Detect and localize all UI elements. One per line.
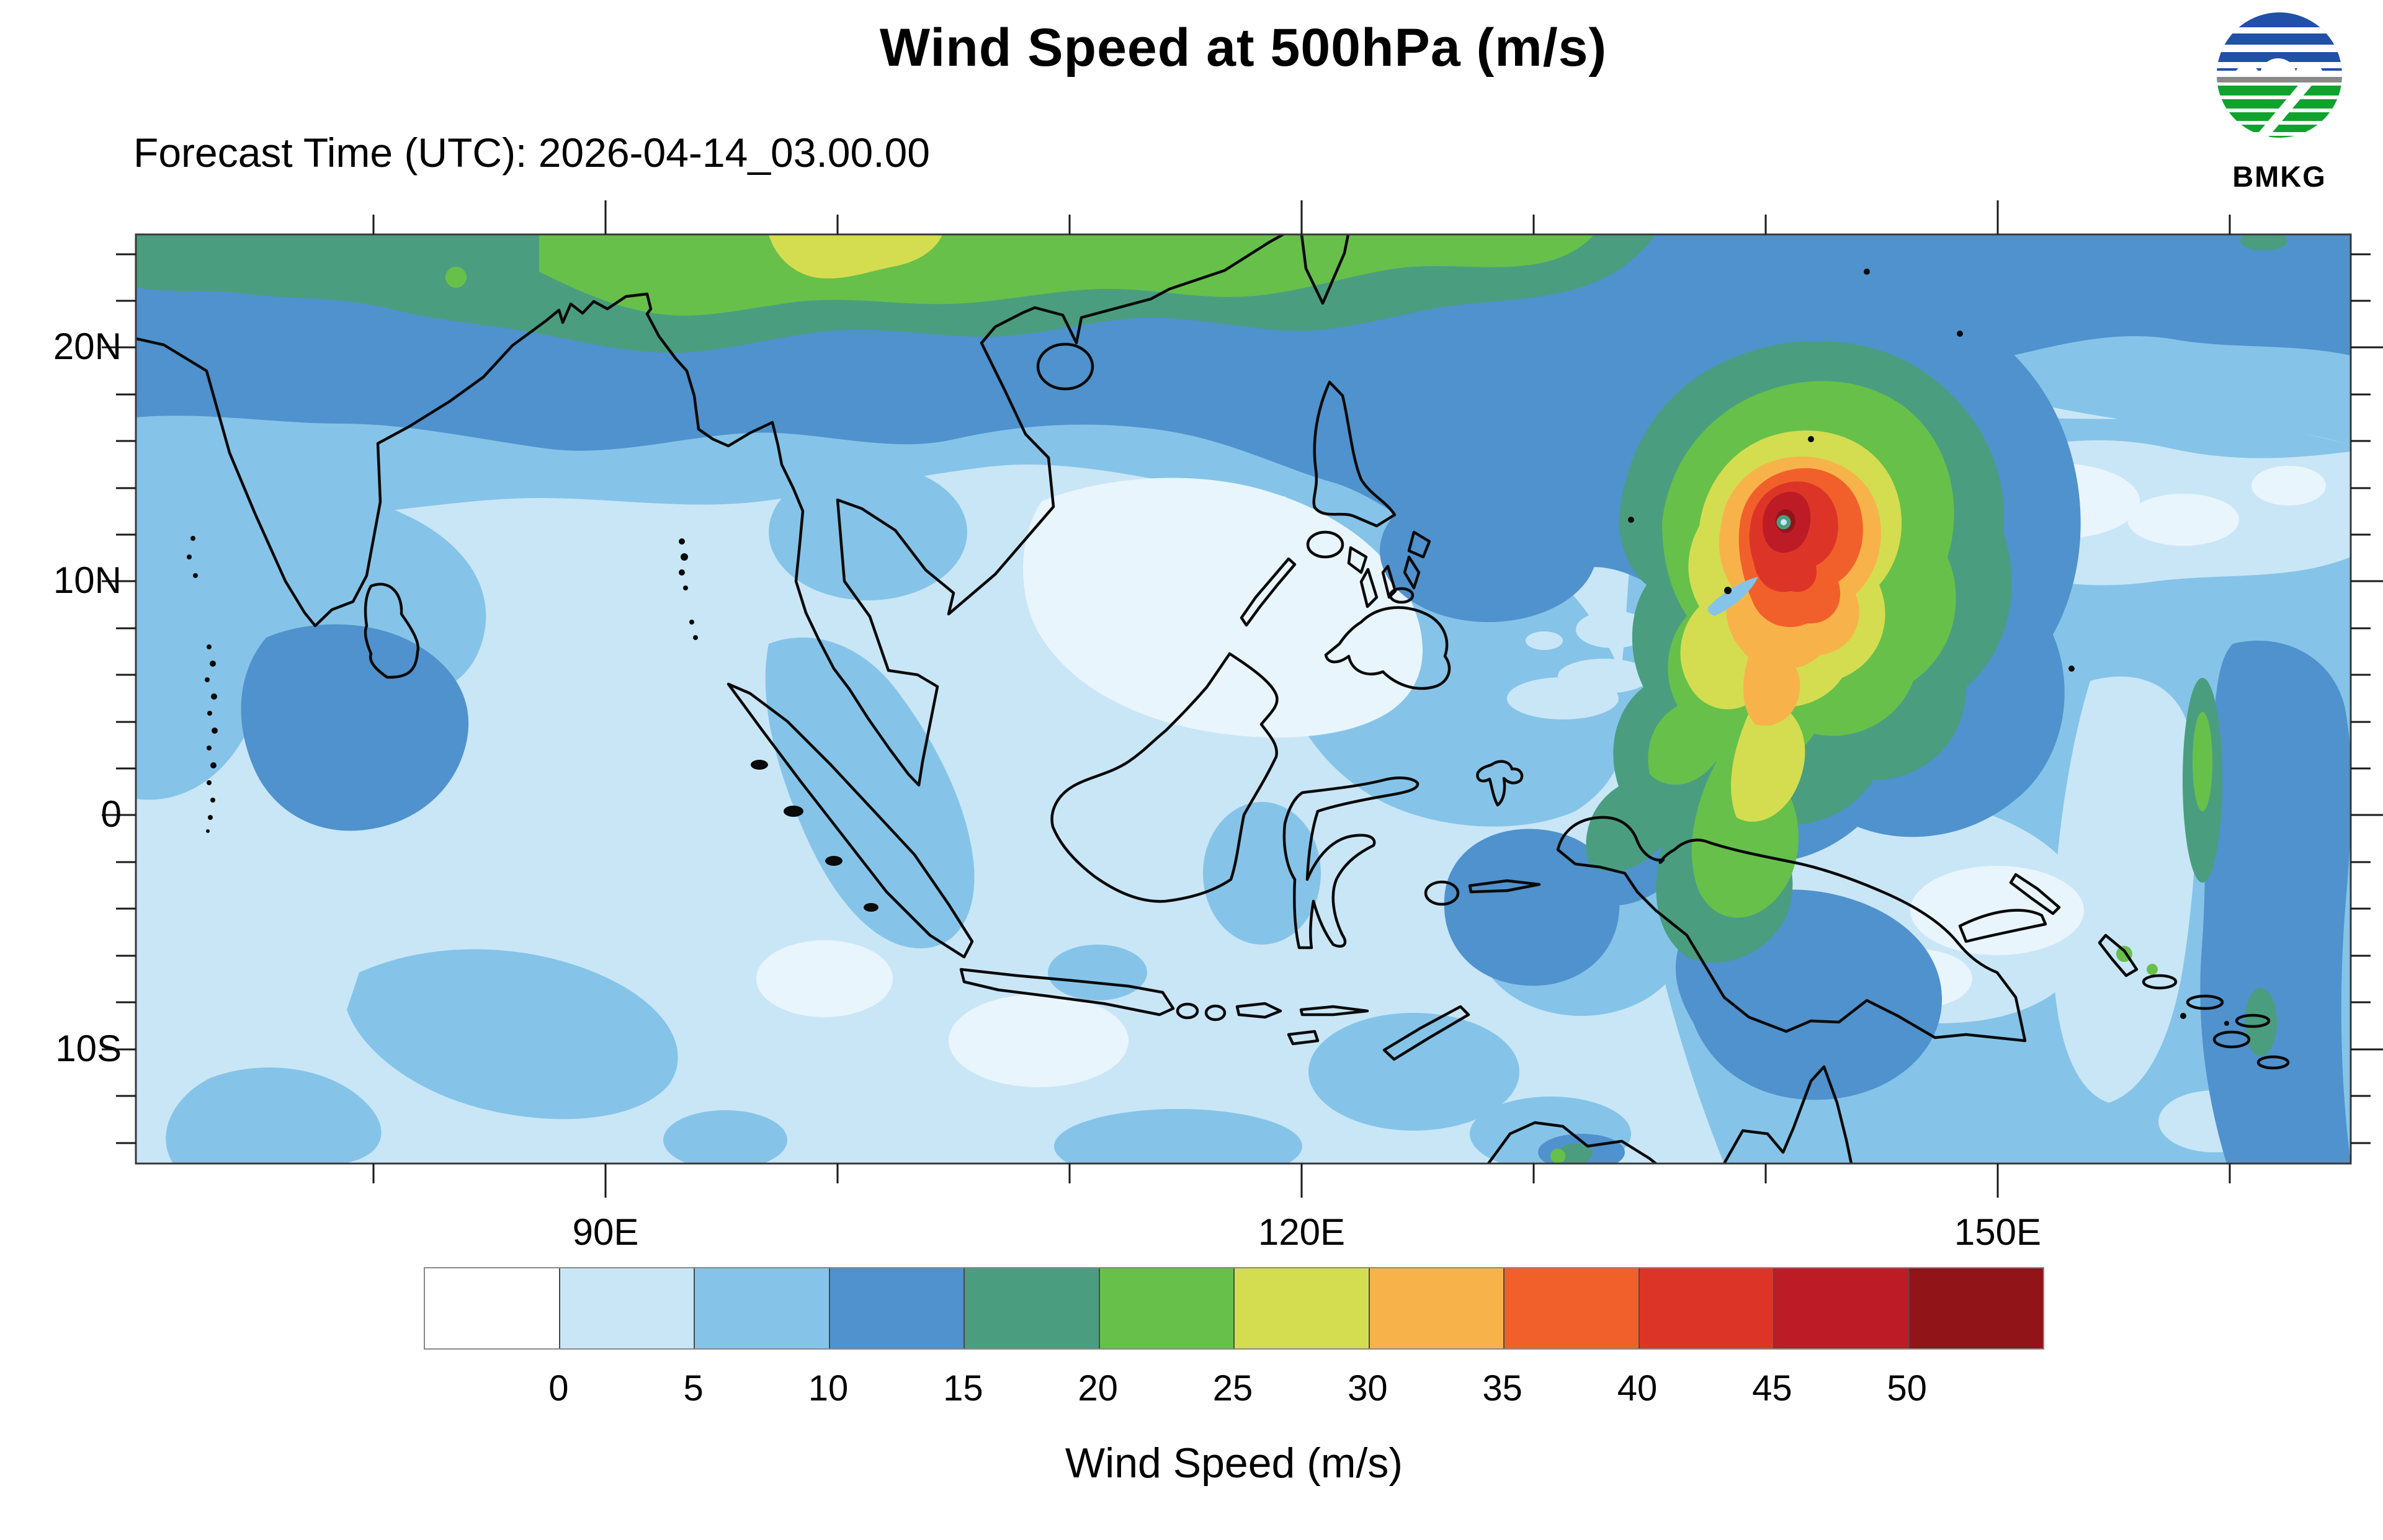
y-axis-label-20n: 20N <box>53 326 122 367</box>
colorbar-title: Wind Speed (m/s) <box>1065 1440 1403 1487</box>
x-axis-label-150e: 150E <box>1954 1211 2042 1253</box>
colorbar-cell <box>1098 1268 1233 1348</box>
forecast-time-label: Forecast Time (UTC): 2026-04-14_03.00.00 <box>133 130 930 176</box>
colorbar-cell <box>558 1268 694 1348</box>
colorbar-cell <box>1773 1268 1908 1348</box>
colorbar-tick-label: 10 <box>808 1368 849 1409</box>
colorbar-cell <box>694 1268 829 1348</box>
colorbar-cell <box>1233 1268 1369 1348</box>
y-axis-label-10s: 10S <box>55 1028 122 1069</box>
bmkg-logo-label: BMKG <box>2232 160 2327 193</box>
map-frame <box>102 200 2383 1198</box>
colorbar-tick-label: 30 <box>1348 1368 1388 1409</box>
colorbar-cell <box>963 1268 1099 1348</box>
colorbar-tick-label: 45 <box>1752 1368 1792 1409</box>
colorbar-tick-label: 5 <box>683 1368 704 1409</box>
colorbar-cell <box>1638 1268 1773 1348</box>
coastlines <box>136 234 2290 1164</box>
colorbar-tick-label: 25 <box>1212 1368 1253 1409</box>
colorbar <box>424 1267 2044 1350</box>
colorbar-cell <box>1503 1268 1639 1348</box>
colorbar-tick-label: 35 <box>1482 1368 1522 1409</box>
colorbar-tick-label: 20 <box>1078 1368 1118 1409</box>
x-axis-label-90e: 90E <box>572 1211 639 1253</box>
colorbar-tick-label: 15 <box>943 1368 983 1409</box>
page-title: Wind Speed at 500hPa (m/s) <box>879 18 1607 78</box>
colorbar-tick-label: 40 <box>1617 1368 1658 1409</box>
colorbar-tick-label: 50 <box>1887 1368 1927 1409</box>
colorbar-cell <box>425 1268 559 1348</box>
wind-speed-contour-field <box>136 234 2351 1164</box>
bmkg-logo-icon <box>2217 12 2342 138</box>
colorbar-cell <box>1908 1268 2043 1348</box>
y-axis-label-0: 0 <box>101 793 122 835</box>
colorbar-cell <box>828 1268 963 1348</box>
colorbar-tick-label: 0 <box>548 1368 569 1409</box>
small-island-dots <box>187 269 2229 1026</box>
y-axis-label-10n: 10N <box>53 559 122 601</box>
colorbar-cell <box>1368 1268 1503 1348</box>
x-axis-label-120e: 120E <box>1258 1211 1346 1253</box>
bmkg-logo: BMKG <box>2204 9 2355 194</box>
